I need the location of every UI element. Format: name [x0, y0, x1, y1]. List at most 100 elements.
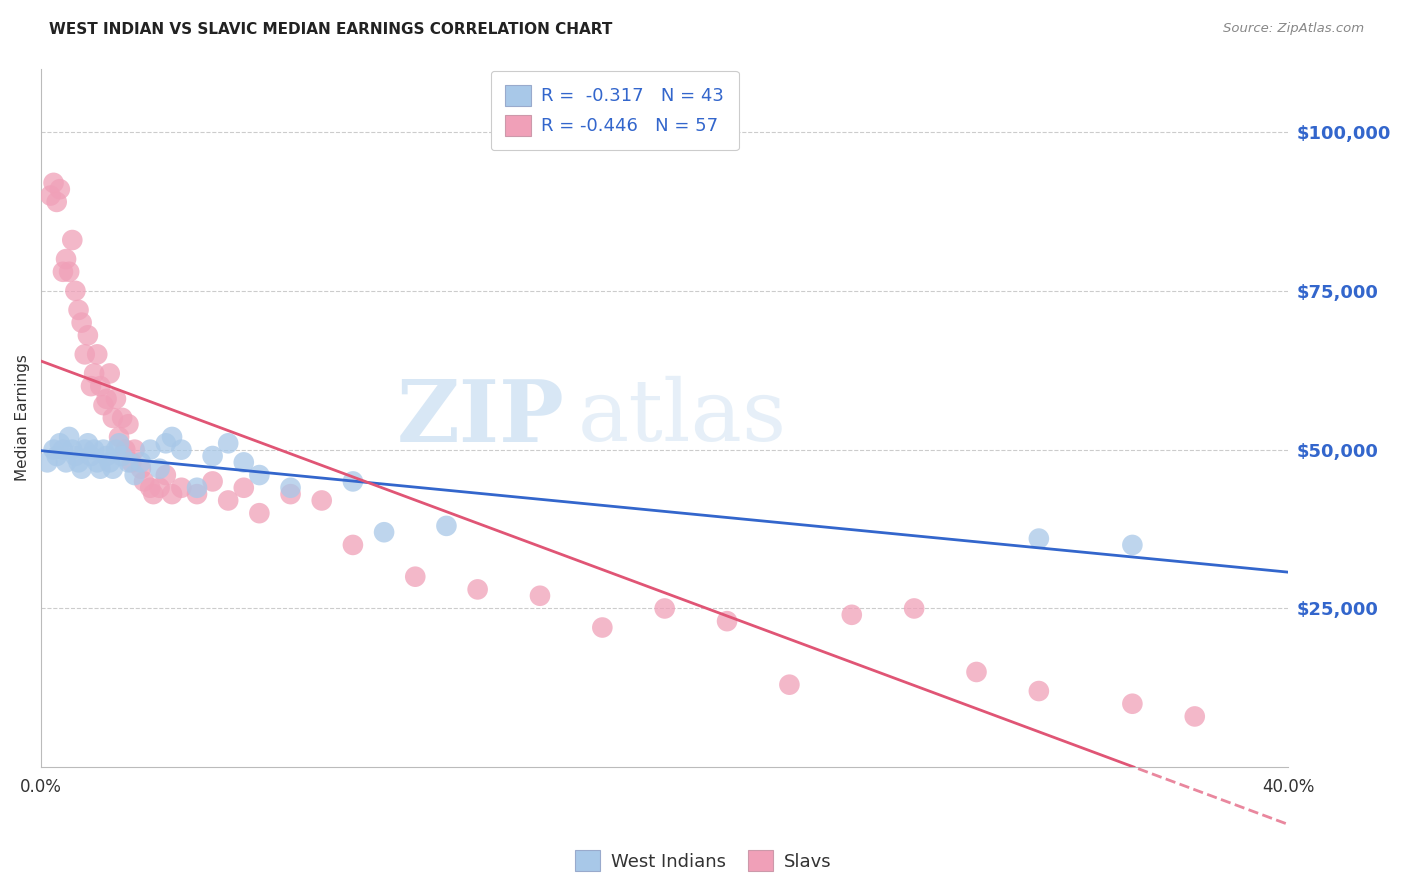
- Point: [80, 449, 103, 463]
- Point: [49, 182, 72, 196]
- Point: [129, 455, 152, 469]
- Point: [170, 481, 193, 495]
- Point: [373, 525, 395, 540]
- Point: [60, 442, 83, 457]
- Point: [124, 468, 146, 483]
- Point: [111, 449, 134, 463]
- Point: [467, 582, 489, 597]
- Point: [529, 589, 551, 603]
- Point: [201, 449, 224, 463]
- Point: [280, 481, 302, 495]
- Point: [160, 487, 183, 501]
- Point: [170, 442, 193, 457]
- Point: [232, 455, 254, 469]
- Point: [58, 430, 80, 444]
- Point: [1121, 697, 1143, 711]
- Point: [101, 410, 124, 425]
- Point: [280, 487, 302, 501]
- Point: [201, 475, 224, 489]
- Point: [117, 417, 139, 432]
- Point: [45, 449, 67, 463]
- Point: [129, 461, 152, 475]
- Point: [45, 194, 67, 209]
- Point: [52, 265, 75, 279]
- Point: [39, 188, 62, 202]
- Point: [217, 436, 239, 450]
- Point: [86, 455, 108, 469]
- Point: [65, 449, 87, 463]
- Point: [232, 481, 254, 495]
- Point: [42, 442, 65, 457]
- Point: [73, 442, 96, 457]
- Point: [77, 436, 100, 450]
- Point: [101, 461, 124, 475]
- Point: [70, 316, 93, 330]
- Point: [89, 379, 111, 393]
- Point: [139, 481, 162, 495]
- Point: [124, 442, 146, 457]
- Legend: R =  -0.317   N = 43, R = -0.446   N = 57: R = -0.317 N = 43, R = -0.446 N = 57: [491, 70, 738, 150]
- Point: [247, 468, 270, 483]
- Point: [142, 487, 165, 501]
- Point: [89, 461, 111, 475]
- Point: [436, 519, 458, 533]
- Point: [139, 442, 162, 457]
- Point: [55, 252, 77, 266]
- Point: [117, 455, 139, 469]
- Point: [716, 614, 738, 628]
- Point: [342, 475, 364, 489]
- Point: [67, 455, 90, 469]
- Point: [111, 410, 134, 425]
- Point: [591, 620, 613, 634]
- Point: [132, 475, 155, 489]
- Point: [186, 481, 208, 495]
- Point: [98, 455, 121, 469]
- Point: [83, 367, 105, 381]
- Point: [70, 461, 93, 475]
- Point: [114, 442, 136, 457]
- Text: atlas: atlas: [578, 376, 786, 459]
- Point: [841, 607, 863, 622]
- Point: [1028, 532, 1050, 546]
- Point: [1184, 709, 1206, 723]
- Point: [342, 538, 364, 552]
- Point: [311, 493, 333, 508]
- Point: [52, 442, 75, 457]
- Point: [108, 430, 131, 444]
- Legend: West Indians, Slavs: West Indians, Slavs: [568, 843, 838, 879]
- Point: [149, 481, 172, 495]
- Point: [903, 601, 925, 615]
- Point: [42, 176, 65, 190]
- Point: [121, 455, 143, 469]
- Point: [93, 398, 115, 412]
- Point: [149, 461, 172, 475]
- Point: [80, 379, 103, 393]
- Point: [58, 265, 80, 279]
- Point: [104, 442, 127, 457]
- Point: [60, 233, 83, 247]
- Point: [55, 455, 77, 469]
- Point: [104, 392, 127, 406]
- Y-axis label: Median Earnings: Median Earnings: [15, 354, 30, 482]
- Point: [86, 347, 108, 361]
- Point: [73, 347, 96, 361]
- Point: [65, 284, 87, 298]
- Point: [96, 392, 118, 406]
- Point: [155, 468, 177, 483]
- Text: WEST INDIAN VS SLAVIC MEDIAN EARNINGS CORRELATION CHART: WEST INDIAN VS SLAVIC MEDIAN EARNINGS CO…: [49, 22, 613, 37]
- Point: [160, 430, 183, 444]
- Text: ZIP: ZIP: [396, 376, 565, 460]
- Point: [96, 449, 118, 463]
- Point: [778, 678, 800, 692]
- Point: [654, 601, 676, 615]
- Point: [49, 436, 72, 450]
- Text: Source: ZipAtlas.com: Source: ZipAtlas.com: [1223, 22, 1364, 36]
- Point: [37, 455, 59, 469]
- Point: [155, 436, 177, 450]
- Point: [186, 487, 208, 501]
- Point: [966, 665, 988, 679]
- Point: [1028, 684, 1050, 698]
- Point: [1121, 538, 1143, 552]
- Point: [108, 436, 131, 450]
- Point: [98, 367, 121, 381]
